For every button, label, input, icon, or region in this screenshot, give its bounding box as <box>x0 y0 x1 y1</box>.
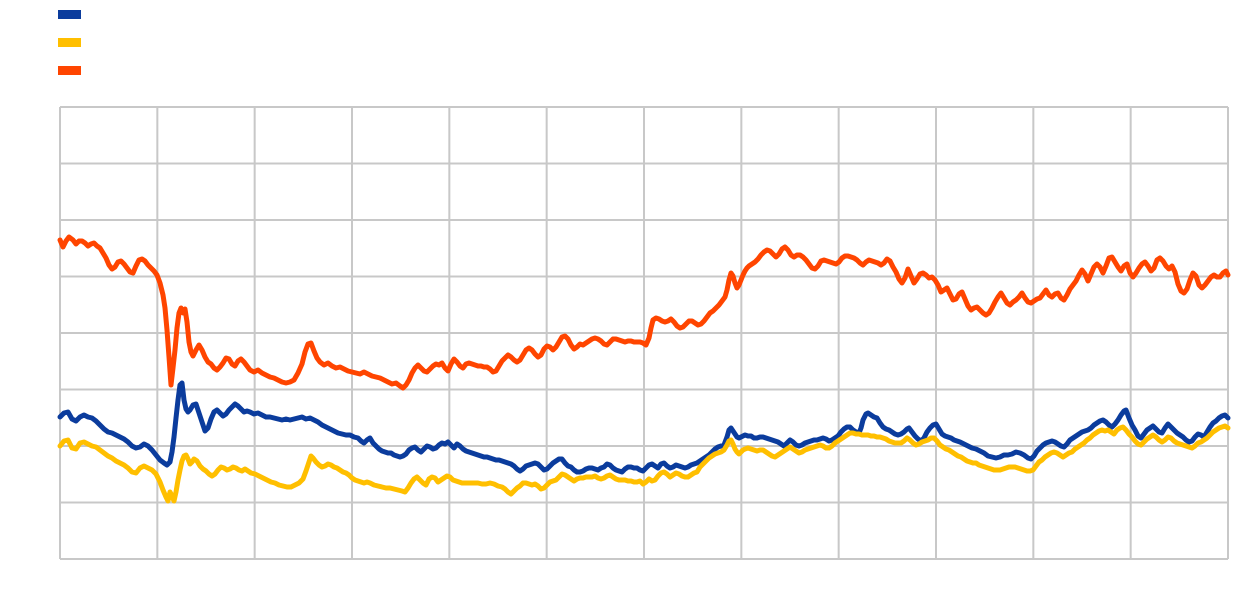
series-line-blue <box>57 380 1231 475</box>
legend-swatch-series-orange <box>58 66 81 75</box>
legend-entry-series-yellow <box>58 38 89 47</box>
legend-entry-series-orange <box>58 66 89 75</box>
legend-entry-series-blue <box>58 10 89 19</box>
legend-swatch-series-yellow <box>58 38 81 47</box>
chart-legend <box>0 0 1240 100</box>
series-line-orange <box>57 234 1231 391</box>
legend-swatch-series-blue <box>58 10 81 19</box>
series-line-yellow <box>57 423 1231 504</box>
gridlines <box>59 106 1229 560</box>
